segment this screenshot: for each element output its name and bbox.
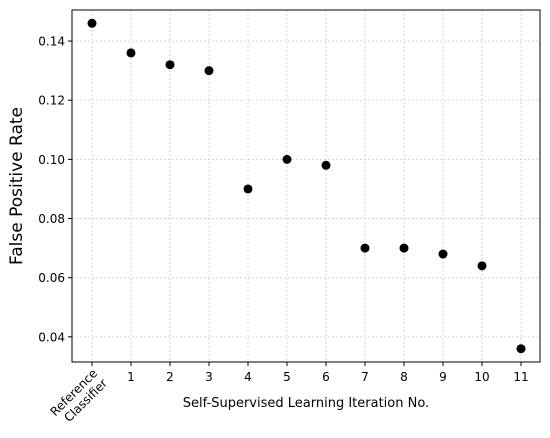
data-point — [204, 66, 214, 76]
data-point — [165, 60, 175, 70]
x-tick-label: 11 — [513, 370, 528, 384]
y-axis-label: False Positive Rate — [7, 107, 27, 265]
y-axis: 0.04 0.06 0.08 0.10 0.12 0.14 — [38, 35, 72, 344]
grid-layer — [72, 10, 540, 362]
x-tick-label: 2 — [166, 370, 174, 384]
data-point — [360, 243, 370, 253]
x-tick-label: 9 — [439, 370, 447, 384]
data-point — [87, 18, 97, 28]
data-point — [438, 249, 448, 259]
x-axis-label: Self-Supervised Learning Iteration No. — [183, 396, 429, 411]
x-tick-label: 5 — [283, 370, 291, 384]
x-tick-label: 4 — [244, 370, 252, 384]
data-point — [399, 243, 409, 253]
y-tick-label: 0.08 — [38, 212, 65, 226]
data-point — [243, 184, 253, 194]
x-tick-label: 8 — [400, 370, 408, 384]
data-points — [87, 18, 526, 354]
data-point — [126, 48, 136, 58]
data-point — [477, 261, 487, 271]
x-tick-label: 1 — [127, 370, 135, 384]
data-point — [321, 160, 331, 170]
plot-frame — [71, 9, 541, 363]
y-tick-label: 0.10 — [38, 153, 65, 167]
data-point — [516, 344, 526, 354]
x-tick-label: 7 — [361, 370, 369, 384]
x-tick-label: 6 — [322, 370, 330, 384]
y-tick-label: 0.12 — [38, 94, 65, 108]
data-point — [282, 154, 292, 164]
y-tick-label: 0.14 — [38, 35, 65, 49]
y-tick-label: 0.06 — [38, 271, 65, 285]
y-tick-label: 0.04 — [38, 330, 65, 344]
x-tick-label: 10 — [474, 370, 489, 384]
x-tick-label: 3 — [205, 370, 213, 384]
